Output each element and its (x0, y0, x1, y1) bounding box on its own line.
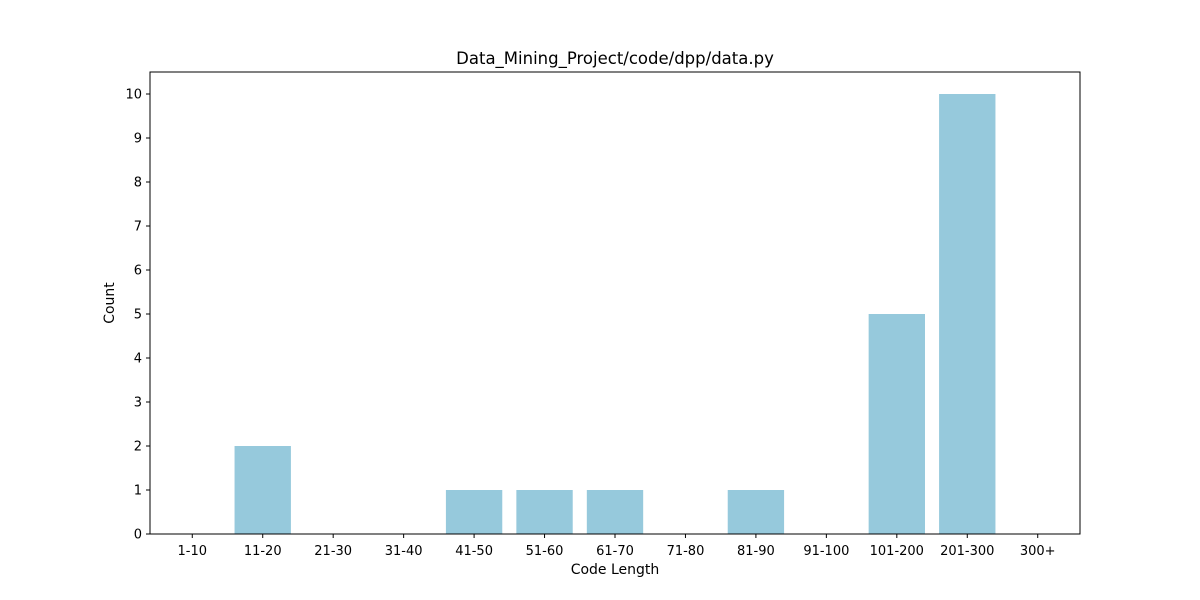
bar-101-200 (868, 314, 925, 534)
y-tick-label: 6 (134, 264, 142, 279)
bar-11-20 (234, 446, 291, 534)
y-tick-label: 7 (134, 220, 142, 235)
x-tick-label: 31-40 (385, 544, 423, 559)
y-tick-label: 9 (134, 132, 142, 147)
x-tick-label: 11-20 (244, 544, 282, 559)
x-tick-label: 101-200 (870, 544, 924, 559)
bar-81-90 (727, 490, 785, 534)
x-tick-label: 1-10 (178, 544, 208, 559)
y-tick-label: 3 (134, 396, 142, 411)
y-tick-label: 1 (134, 484, 142, 499)
y-tick-label: 0 (134, 528, 142, 543)
x-tick-label: 21-30 (314, 544, 352, 559)
x-tick-label: 201-300 (940, 544, 994, 559)
chart-title: Data_Mining_Project/code/dpp/data.py (456, 49, 774, 69)
y-tick-label: 8 (134, 176, 142, 191)
y-axis-title: Count (102, 282, 118, 324)
y-tick-label: 4 (134, 352, 142, 367)
y-tick-label: 2 (134, 440, 142, 455)
bar-201-300 (939, 94, 996, 534)
x-tick-label: 71-80 (667, 544, 705, 559)
x-axis: 1-10 11-20 21-30 31-40 41-50 51-60 61-70 71-80 8… (178, 534, 1056, 559)
x-tick-label: 81-90 (737, 544, 775, 559)
y-axis: 0 1 2 3 4 5 6 7 8 9 10 (125, 88, 150, 543)
bar-51-60 (516, 490, 573, 534)
y-tick-label: 10 (125, 88, 142, 103)
bars-group (234, 94, 996, 534)
x-tick-label: 51-60 (526, 544, 564, 559)
x-tick-label: 61-70 (596, 544, 634, 559)
y-tick-label: 5 (134, 308, 142, 323)
x-tick-label: 41-50 (455, 544, 493, 559)
bar-61-70 (586, 490, 644, 534)
bar-41-50 (445, 490, 503, 534)
x-tick-label: 91-100 (803, 544, 849, 559)
x-axis-title: Code Length (571, 562, 660, 578)
x-tick-label: 300+ (1020, 544, 1056, 559)
